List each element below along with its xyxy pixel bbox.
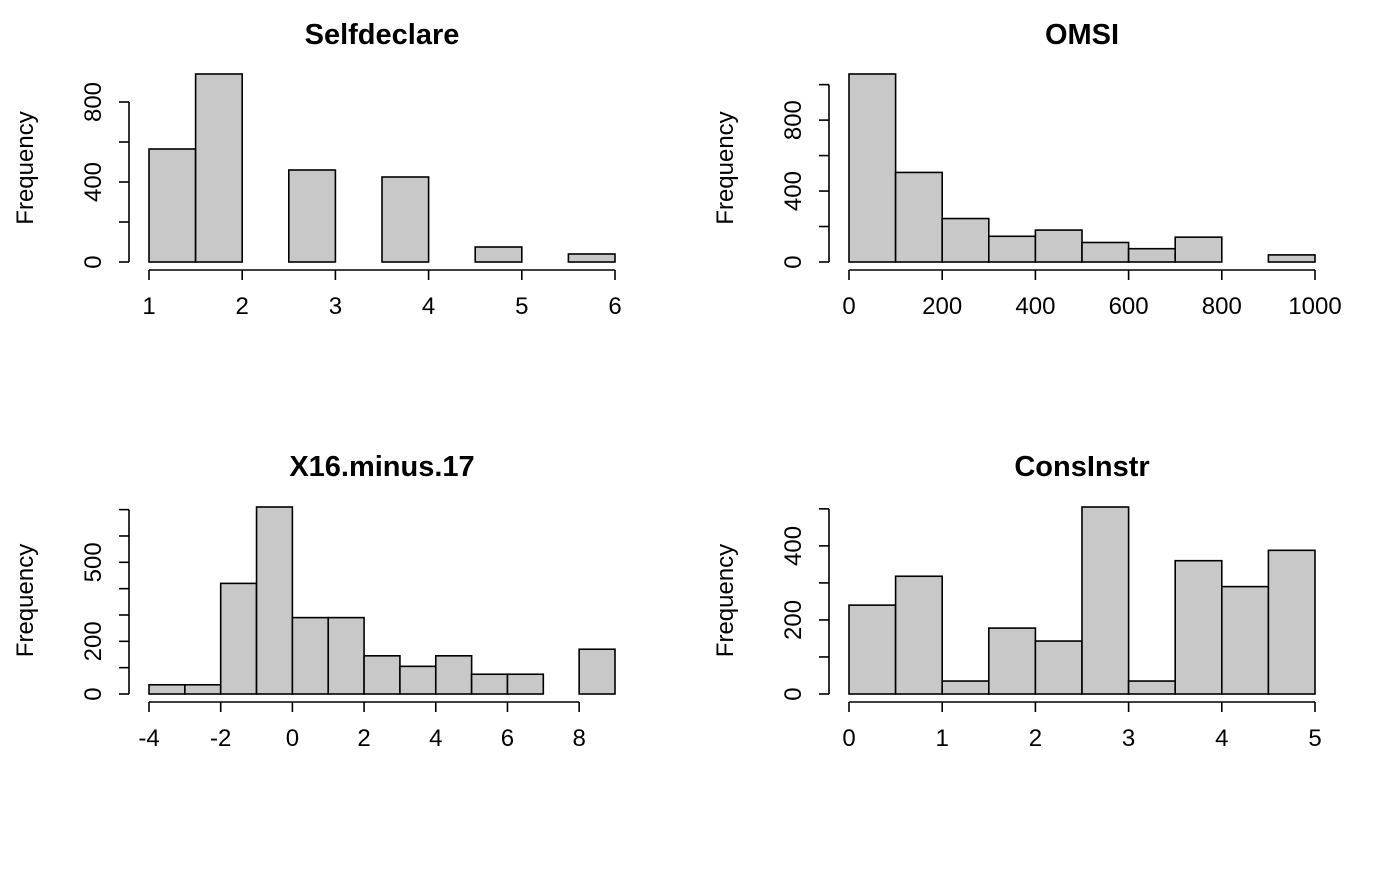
y-tick-label: 400	[780, 526, 807, 566]
x-tick-label: 2	[357, 725, 370, 752]
histogram-bar	[894, 171, 943, 263]
x-tick-label: 3	[1122, 725, 1135, 752]
x-tick-label: 0	[842, 293, 855, 320]
histogram-panel-4: ConsInstr Frequency 0 1 2 3 4 5 0 200 400	[712, 451, 1322, 752]
y-tick-label: 0	[80, 255, 107, 268]
x-tick-label: 0	[842, 725, 855, 752]
histogram-bar	[1221, 585, 1270, 695]
x-axis: 1 2 3 4 5 6	[142, 269, 622, 320]
histogram-bar	[291, 616, 330, 695]
y-tick-label: 400	[80, 162, 107, 202]
histogram-bar	[381, 176, 430, 263]
y-tick-label: 200	[780, 600, 807, 640]
x-tick-label: 2	[236, 293, 249, 320]
y-axis: 0 200 400	[780, 508, 830, 701]
x-tick-label: 3	[329, 293, 342, 320]
y-tick-label: 0	[80, 687, 107, 700]
histogram-bar	[1081, 241, 1130, 263]
y-tick-label: 0	[780, 687, 807, 700]
chart-title: X16.minus.17	[289, 451, 474, 483]
x-tick-label: 5	[1308, 725, 1321, 752]
histogram-bar	[1174, 236, 1223, 263]
histogram-bar	[399, 665, 437, 695]
chart-title: Selfdeclare	[305, 19, 460, 51]
histogram-bar	[363, 655, 401, 695]
histogram-bar	[219, 582, 258, 695]
histogram-panel-2: OMSI Frequency 0 200 400 600 800 1000 0 400 800	[712, 19, 1342, 320]
x-tick-label: 2	[1029, 725, 1042, 752]
histogram-bar	[987, 235, 1037, 263]
chart-title: OMSI	[1045, 19, 1119, 51]
y-axis: 0 400 800	[80, 82, 130, 269]
histogram-bar	[567, 253, 616, 263]
histogram-bar	[184, 683, 222, 695]
x-tick-label: 0	[286, 725, 299, 752]
histogram-bar	[148, 148, 197, 263]
x-tick-label: 4	[422, 293, 435, 320]
histogram-bar	[1267, 549, 1316, 695]
histogram-bar	[287, 169, 337, 263]
histogram-bar	[1127, 680, 1176, 695]
x-axis: 0 200 400 600 800 1000	[842, 269, 1342, 320]
histogram-bar	[506, 673, 545, 695]
x-tick-label: 8	[572, 725, 585, 752]
y-tick-label: 0	[780, 255, 807, 268]
histogram-bar	[987, 627, 1037, 695]
x-tick-label: -2	[210, 725, 231, 752]
x-tick-label: 4	[429, 725, 442, 752]
y-axis: 0 200 500	[80, 508, 130, 701]
y-tick-label: 500	[80, 542, 107, 582]
histogram-bar	[474, 246, 523, 263]
x-tick-label: 5	[515, 293, 528, 320]
histogram-bar	[194, 73, 244, 263]
x-tick-label: 600	[1109, 293, 1149, 320]
histogram-bar	[327, 616, 365, 695]
histogram-bar	[470, 673, 509, 695]
x-tick-label: 6	[501, 725, 514, 752]
histogram-bar	[894, 575, 943, 695]
x-tick-label: 1	[936, 725, 949, 752]
x-tick-label: 400	[1015, 293, 1055, 320]
histogram-bar	[1267, 254, 1316, 263]
x-tick-label: 800	[1202, 293, 1242, 320]
x-tick-label: 1000	[1288, 293, 1341, 320]
histogram-bar	[941, 217, 990, 263]
x-axis: 0 1 2 3 4 5	[842, 701, 1322, 752]
histogram-bar	[1127, 247, 1176, 263]
y-tick-label: 800	[80, 82, 107, 122]
y-tick-label: 200	[80, 621, 107, 661]
histogram-bar	[578, 648, 616, 695]
y-axis-label: Frequency	[12, 111, 39, 224]
y-axis-label: Frequency	[712, 544, 739, 657]
x-tick-label: 4	[1215, 725, 1228, 752]
histogram-bar	[848, 73, 897, 263]
x-tick-label: 200	[922, 293, 962, 320]
histogram-bar	[1034, 229, 1083, 263]
histogram-bar	[1034, 640, 1083, 695]
histogram-bar	[255, 506, 294, 695]
chart-title: ConsInstr	[1014, 451, 1149, 483]
y-tick-label: 400	[780, 171, 807, 211]
histogram-bar	[941, 680, 990, 695]
histogram-bar	[848, 604, 897, 695]
x-tick-label: 6	[608, 293, 621, 320]
x-tick-label: -4	[138, 725, 159, 752]
y-axis-label: Frequency	[12, 544, 39, 657]
histogram-bar	[148, 683, 186, 695]
x-tick-label: 1	[142, 293, 155, 320]
histogram-bar	[1081, 506, 1130, 695]
histogram-bar	[434, 655, 473, 695]
y-tick-label: 800	[780, 100, 807, 140]
histogram-bar	[1174, 559, 1223, 695]
y-axis-label: Frequency	[712, 111, 739, 224]
histogram-panel-1: Selfdeclare Frequency 1 2 3 4 5 6 0 400 800	[12, 19, 622, 320]
x-axis: -4 -2 0 2 4 6 8	[138, 701, 586, 752]
y-axis: 0 400 800	[780, 83, 830, 269]
histogram-panel-3: X16.minus.17 Frequency -4 -2 0 2 4 6 8 0 200 500	[12, 451, 616, 752]
